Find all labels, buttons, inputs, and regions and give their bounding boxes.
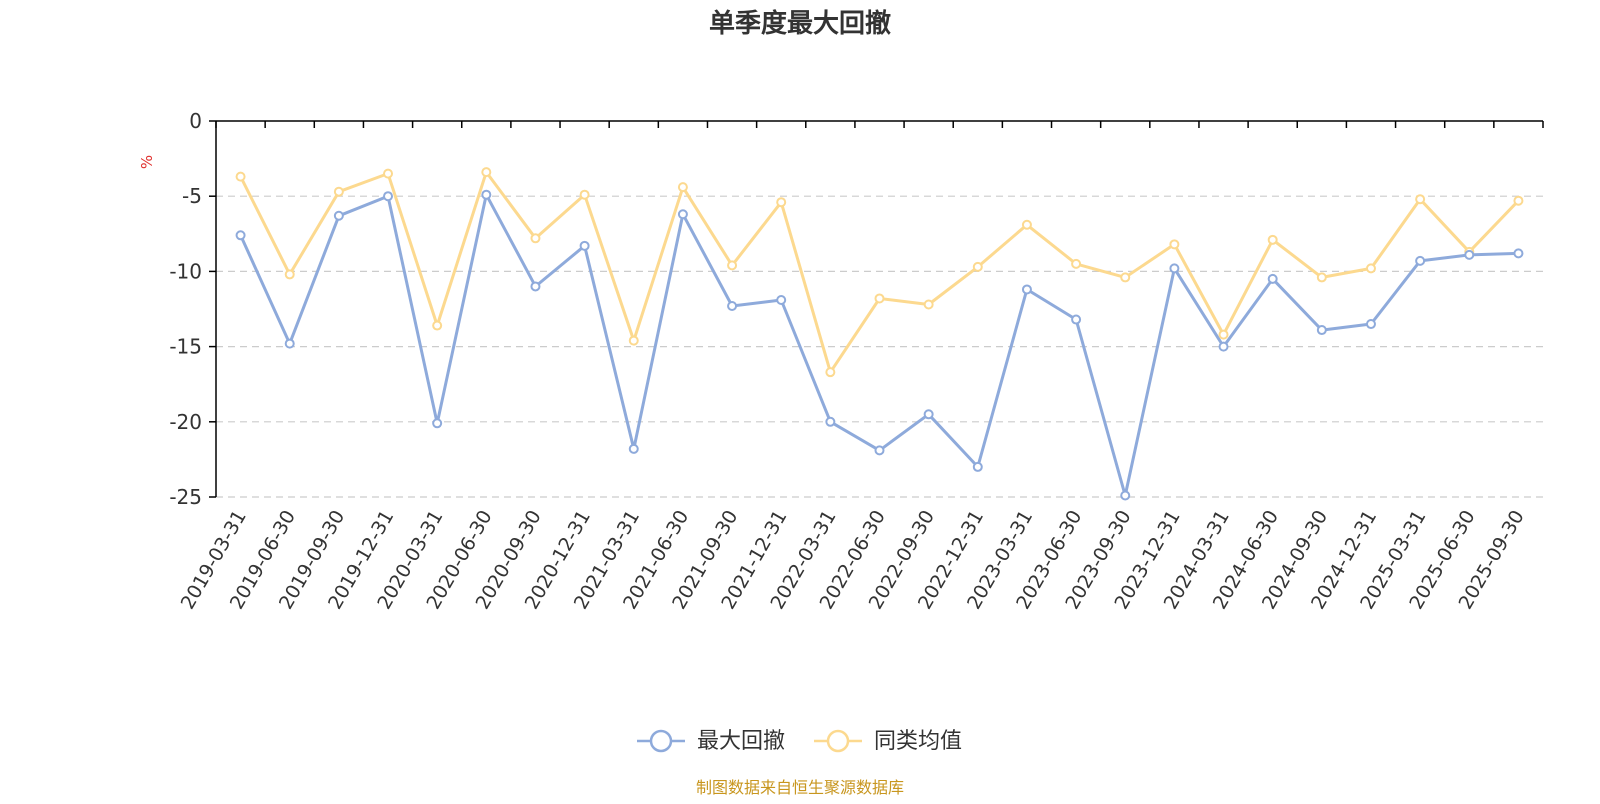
data-point-0 bbox=[1415, 255, 1426, 266]
data-point-1 bbox=[972, 261, 983, 272]
y-tick-label: -15 bbox=[169, 335, 202, 359]
data-point-0 bbox=[1218, 341, 1229, 352]
legend-swatch-marker bbox=[649, 729, 673, 753]
legend-label-max-drawdown: 最大回撤 bbox=[697, 729, 785, 754]
data-point-0 bbox=[825, 416, 836, 427]
legend-swatch-marker bbox=[826, 729, 850, 753]
data-point-1 bbox=[677, 182, 688, 193]
data-point-0 bbox=[677, 209, 688, 220]
data-point-0 bbox=[1071, 314, 1082, 325]
data-point-1 bbox=[874, 293, 885, 304]
data-point-0 bbox=[1464, 249, 1475, 260]
y-tick-label: -20 bbox=[169, 410, 202, 434]
data-point-0 bbox=[776, 294, 787, 305]
data-point-1 bbox=[432, 320, 443, 331]
legend-item-max-drawdown[interactable]: 最大回撤 bbox=[637, 729, 785, 754]
data-point-0 bbox=[923, 409, 934, 420]
data-point-0 bbox=[481, 189, 492, 200]
data-point-0 bbox=[1120, 490, 1131, 501]
data-point-1 bbox=[530, 233, 541, 244]
data-point-0 bbox=[333, 210, 344, 221]
data-point-0 bbox=[530, 281, 541, 292]
y-tick-label: 0 bbox=[189, 109, 202, 133]
data-point-1 bbox=[1513, 195, 1524, 206]
y-tick-label: -10 bbox=[169, 259, 202, 283]
x-axis-ticks: 2019-03-312019-06-302019-09-302019-12-31… bbox=[177, 121, 1544, 613]
data-point-0 bbox=[579, 240, 590, 251]
axes bbox=[215, 120, 1543, 497]
data-point-0 bbox=[1365, 319, 1376, 330]
data-point-1 bbox=[579, 189, 590, 200]
data-point-1 bbox=[333, 186, 344, 197]
data-point-1 bbox=[235, 171, 246, 182]
chart-title: 单季度最大回撤 bbox=[709, 8, 891, 39]
series-markers bbox=[235, 167, 1524, 501]
data-point-0 bbox=[1513, 248, 1524, 259]
data-point-0 bbox=[432, 418, 443, 429]
data-point-1 bbox=[628, 335, 639, 346]
legend-item-peer-average[interactable]: 同类均值 bbox=[814, 729, 962, 754]
data-point-1 bbox=[383, 168, 394, 179]
data-point-1 bbox=[1365, 263, 1376, 274]
y-axis-unit-label: % bbox=[138, 155, 156, 169]
y-tick-label: -25 bbox=[169, 485, 202, 509]
data-point-0 bbox=[1169, 263, 1180, 274]
y-tick-label: -5 bbox=[182, 184, 202, 208]
data-point-0 bbox=[235, 230, 246, 241]
data-point-1 bbox=[776, 197, 787, 208]
data-point-1 bbox=[481, 167, 492, 178]
data-point-1 bbox=[1316, 272, 1327, 283]
data-point-1 bbox=[1415, 194, 1426, 205]
y-axis-ticks: 0 -5 -10 -15 -20 -25 bbox=[169, 109, 216, 509]
data-point-1 bbox=[1169, 239, 1180, 250]
data-point-1 bbox=[825, 367, 836, 378]
data-point-0 bbox=[383, 191, 394, 202]
data-point-0 bbox=[727, 300, 738, 311]
series-line-1 bbox=[239, 170, 1520, 374]
data-point-1 bbox=[923, 299, 934, 310]
data-point-1 bbox=[1267, 234, 1278, 245]
data-point-1 bbox=[1071, 258, 1082, 269]
data-point-1 bbox=[1021, 219, 1032, 230]
data-source-note: 制图数据来自恒生聚源数据库 bbox=[696, 778, 904, 797]
data-point-0 bbox=[972, 461, 983, 472]
data-point-0 bbox=[874, 445, 885, 456]
legend-label-peer-average: 同类均值 bbox=[874, 729, 962, 754]
data-point-0 bbox=[1316, 325, 1327, 336]
data-point-1 bbox=[1120, 272, 1131, 283]
data-point-1 bbox=[727, 260, 738, 271]
data-point-0 bbox=[284, 338, 295, 349]
data-point-0 bbox=[628, 443, 639, 454]
data-point-1 bbox=[1218, 329, 1229, 340]
data-point-1 bbox=[284, 269, 295, 280]
data-point-0 bbox=[1267, 273, 1278, 284]
legend[interactable]: 最大回撤 同类均值 bbox=[637, 729, 962, 754]
data-point-0 bbox=[1021, 284, 1032, 295]
